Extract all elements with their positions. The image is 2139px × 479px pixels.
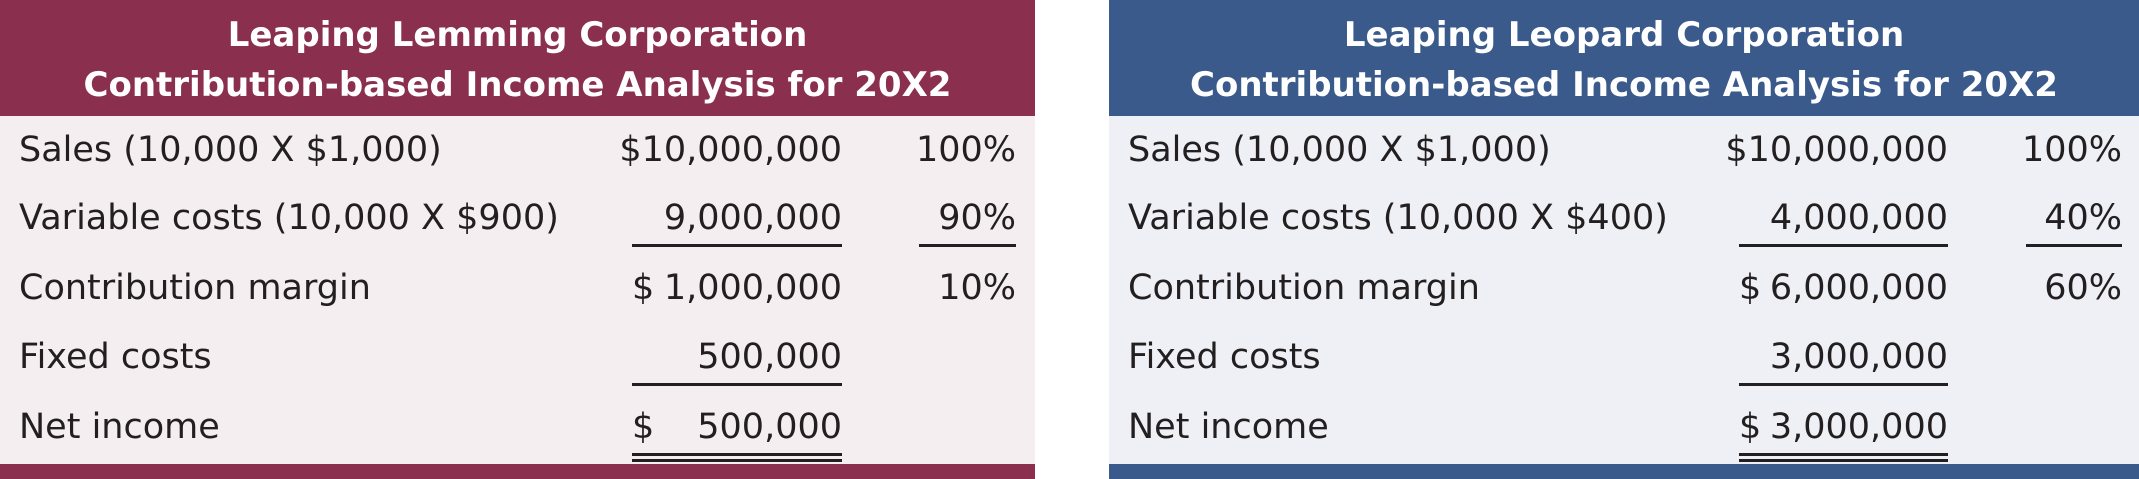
amount: 1,000,000 [663, 268, 842, 308]
amount: 9,000,000 [663, 198, 842, 238]
table-header: Leaping Leopard Corporation Contribution-… [1109, 0, 2139, 116]
row-label: Contribution margin [1128, 268, 1480, 308]
income-table: Leaping Lemming Corporation Contribution-… [0, 0, 1035, 479]
amount: 500,000 [697, 337, 842, 377]
underline [1739, 383, 1948, 386]
underline [2026, 244, 2122, 247]
underline [632, 244, 842, 247]
percent: 90% [938, 198, 1016, 238]
table-body [1109, 116, 2139, 464]
row-label: Sales (10,000 X $1,000) [19, 130, 442, 170]
dollar-sign: $ [1739, 407, 1762, 447]
underline [919, 244, 1016, 247]
footer-bar [1109, 464, 2139, 479]
underline [632, 459, 842, 462]
percent: 100% [2021, 130, 2122, 170]
percent: 100% [915, 130, 1016, 170]
table-header: Leaping Lemming Corporation Contribution-… [0, 0, 1035, 116]
title-line: Contribution-based Income Analysis for 2… [1190, 65, 2058, 105]
amount: 4,000,000 [1769, 198, 1948, 238]
underline [1739, 244, 1948, 247]
percent: 40% [2044, 198, 2122, 238]
percent: 10% [938, 268, 1016, 308]
row-label: Fixed costs [1128, 337, 1321, 377]
row-label: Contribution margin [19, 268, 371, 308]
underline [1739, 453, 1948, 456]
row-label: Fixed costs [19, 337, 212, 377]
amount: $10,000,000 [1725, 130, 1948, 170]
percent: 60% [2044, 268, 2122, 308]
table-body [0, 116, 1035, 464]
dollar-sign: $ [632, 407, 655, 447]
dollar-sign: $ [1739, 268, 1762, 308]
footer-bar [0, 464, 1035, 479]
amount: 6,000,000 [1769, 268, 1948, 308]
income-table: Leaping Leopard Corporation Contribution-… [1109, 0, 2139, 479]
underline [632, 453, 842, 456]
dollar-sign: $ [632, 268, 655, 308]
amount: 3,000,000 [1769, 407, 1948, 447]
title-line: Contribution-based Income Analysis for 2… [83, 65, 952, 105]
row-label: Sales (10,000 X $1,000) [1128, 130, 1551, 170]
amount: 3,000,000 [1769, 337, 1948, 377]
underline [632, 383, 842, 386]
underline [1739, 459, 1948, 462]
title-line: Leaping Leopard Corporation [1343, 15, 1905, 55]
row-label: Variable costs (10,000 X $400) [1128, 198, 1668, 238]
row-label: Net income [19, 407, 220, 447]
row-label: Variable costs (10,000 X $900) [19, 198, 559, 238]
amount: 500,000 [697, 407, 842, 447]
amount: $10,000,000 [619, 130, 842, 170]
title-line: Leaping Lemming Corporation [227, 15, 808, 55]
row-label: Net income [1128, 407, 1329, 447]
